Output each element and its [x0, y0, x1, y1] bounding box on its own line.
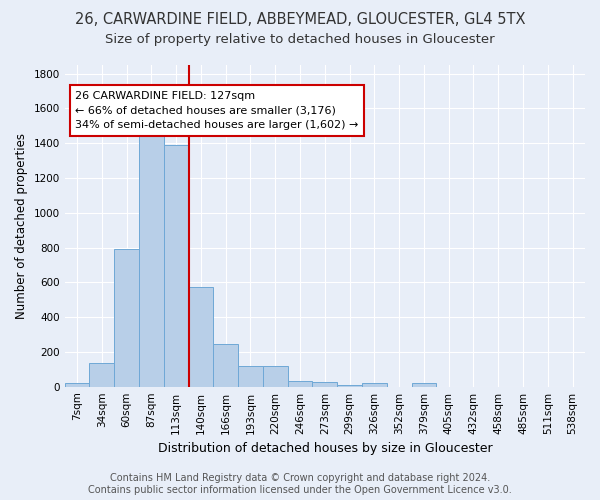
Y-axis label: Number of detached properties: Number of detached properties	[15, 133, 28, 319]
Bar	[188, 286, 214, 386]
Bar	[238, 366, 263, 386]
Bar	[412, 383, 436, 386]
Bar	[139, 130, 164, 386]
Bar	[214, 344, 238, 387]
Bar	[287, 380, 313, 386]
Text: 26 CARWARDINE FIELD: 127sqm
← 66% of detached houses are smaller (3,176)
34% of : 26 CARWARDINE FIELD: 127sqm ← 66% of det…	[75, 90, 358, 130]
Text: 26, CARWARDINE FIELD, ABBEYMEAD, GLOUCESTER, GL4 5TX: 26, CARWARDINE FIELD, ABBEYMEAD, GLOUCES…	[75, 12, 525, 28]
Bar	[89, 363, 114, 386]
Bar	[164, 145, 188, 386]
Bar	[337, 385, 362, 386]
Bar	[313, 382, 337, 386]
X-axis label: Distribution of detached houses by size in Gloucester: Distribution of detached houses by size …	[158, 442, 492, 455]
Bar	[263, 366, 287, 386]
Bar	[114, 250, 139, 386]
Text: Contains HM Land Registry data © Crown copyright and database right 2024.
Contai: Contains HM Land Registry data © Crown c…	[88, 474, 512, 495]
Bar	[362, 383, 387, 386]
Bar	[65, 383, 89, 386]
Text: Size of property relative to detached houses in Gloucester: Size of property relative to detached ho…	[105, 32, 495, 46]
